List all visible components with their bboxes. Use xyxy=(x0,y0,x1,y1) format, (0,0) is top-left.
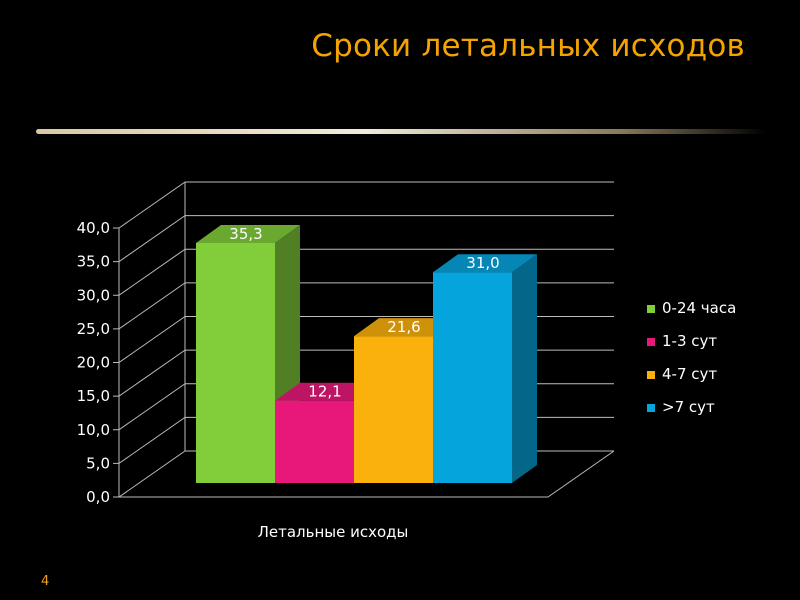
legend-swatch xyxy=(647,338,655,346)
gridline-side xyxy=(118,248,186,296)
y-tick-label: 30,0 xyxy=(77,286,110,304)
bar-front-face xyxy=(354,336,433,483)
gridline-side xyxy=(118,215,186,263)
gridline-side xyxy=(118,349,186,397)
chart-legend: 0-24 часа 1-3 сут 4-7 сут >7 сут xyxy=(647,299,736,416)
legend-label: 0-24 часа xyxy=(662,299,736,317)
y-axis: 0,0 5,0 10,0 15,0 20,0 25,0 30,0 35,0 40,0 xyxy=(77,219,120,506)
bar-top-face xyxy=(354,318,458,337)
legend-swatch xyxy=(647,371,655,379)
x-category-label: Летальные исходы xyxy=(258,523,409,541)
gridline-side xyxy=(118,450,186,498)
y-tick-label: 35,0 xyxy=(77,253,110,271)
bar-side-face xyxy=(512,254,537,483)
bar-top-face xyxy=(433,254,537,273)
legend-label: 1-3 сут xyxy=(662,332,717,350)
bar-1 xyxy=(196,225,300,483)
y-tick-label: 15,0 xyxy=(77,387,110,405)
legend-label: 4-7 сут xyxy=(662,365,717,383)
slide-title: Сроки летальных исходов xyxy=(311,28,745,64)
page-number: 4 xyxy=(41,574,50,589)
y-tick-label: 40,0 xyxy=(77,219,110,237)
data-label: 35,3 xyxy=(229,225,262,243)
data-label: 21,6 xyxy=(387,318,420,336)
data-label: 12,1 xyxy=(308,383,341,401)
bar-top-face xyxy=(275,382,379,401)
gridline-side xyxy=(118,181,186,229)
data-labels: 35,3 12,1 21,6 31,0 xyxy=(229,225,499,401)
legend-swatch xyxy=(647,305,655,313)
bar-top-face xyxy=(196,225,300,243)
bar-front-face xyxy=(196,243,275,483)
gridline-side xyxy=(118,416,186,464)
title-divider xyxy=(36,129,766,134)
gridline-side xyxy=(118,282,186,330)
bar-front-face xyxy=(275,400,354,483)
bar-front-face xyxy=(433,272,512,483)
legend-label: >7 сут xyxy=(662,398,715,416)
y-tick-label: 10,0 xyxy=(77,421,110,439)
legend-swatch xyxy=(647,404,655,412)
gridline-side xyxy=(118,383,186,431)
y-tick-label: 25,0 xyxy=(77,320,110,338)
data-label: 31,0 xyxy=(466,254,499,272)
y-tick-label: 20,0 xyxy=(77,354,110,372)
y-tick-label: 0,0 xyxy=(86,488,110,506)
bar-4 xyxy=(433,254,537,483)
gridline-side xyxy=(118,316,186,363)
floor-right-edge xyxy=(547,450,615,498)
y-tick-label: 5,0 xyxy=(86,454,110,472)
chart-bars xyxy=(196,225,537,483)
x-axis: Летальные исходы xyxy=(258,523,409,541)
